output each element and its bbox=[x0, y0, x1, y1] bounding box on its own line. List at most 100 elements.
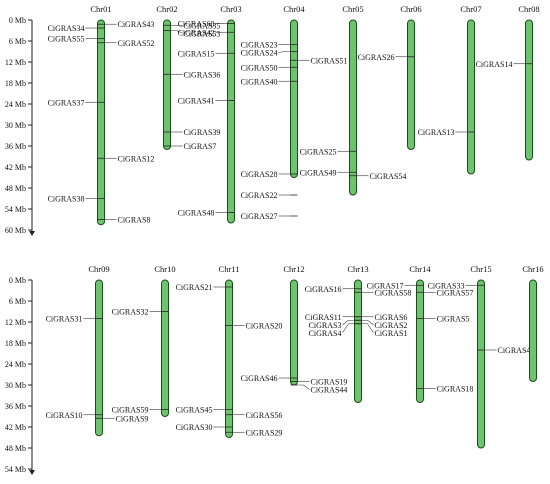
chromosome-name: Chr12 bbox=[283, 264, 304, 274]
axis-tick-label: 60 Mb bbox=[5, 226, 26, 235]
gene-label: CiGRAS26 bbox=[358, 53, 395, 62]
chromosome-bar bbox=[290, 279, 298, 386]
gene-label: CiGRAS39 bbox=[184, 128, 221, 137]
gene-label: CiGRAS8 bbox=[118, 216, 151, 225]
gene-label: CiGRAS40 bbox=[241, 77, 278, 86]
axis-tick-label: 42 Mb bbox=[5, 163, 26, 172]
axis-tick-label: 24 Mb bbox=[5, 100, 26, 109]
axis-tick-label: 54 Mb bbox=[5, 205, 26, 214]
chromosome-bar bbox=[354, 279, 362, 403]
gene-label: CiGRAS49 bbox=[300, 168, 337, 177]
axis-tick-label: 54 Mb bbox=[5, 465, 26, 474]
gene-label: CiGRAS52 bbox=[118, 39, 155, 48]
chromosome-bar bbox=[97, 19, 105, 226]
chromosome-name: Chr09 bbox=[88, 264, 109, 274]
gene-label: CiGRAS55 bbox=[48, 35, 85, 44]
chromosome-bar bbox=[416, 279, 424, 403]
gene-label: CiGRAS51 bbox=[311, 56, 348, 65]
gene-label: CiGRAS48 bbox=[178, 209, 215, 218]
chromosome-name: Chr03 bbox=[220, 4, 241, 14]
gene-label: CiGRAS58 bbox=[375, 288, 412, 297]
chromosome-name: Chr10 bbox=[154, 264, 175, 274]
gene-label: CiGRAS11 bbox=[305, 313, 342, 322]
gene-label: CiGRAS7 bbox=[184, 142, 217, 151]
gene-label: CiGRAS22 bbox=[241, 191, 278, 200]
axis-tick-label: 36 Mb bbox=[5, 142, 26, 151]
gene-label: CiGRAS50 bbox=[241, 63, 278, 72]
gene-label: CiGRAS23 bbox=[241, 41, 278, 50]
gene-label: CiGRAS30 bbox=[176, 423, 213, 432]
chromosome-bar bbox=[227, 19, 235, 224]
chromosome-name: Chr11 bbox=[219, 264, 240, 274]
chromosome-name: Chr07 bbox=[460, 4, 481, 14]
axis-tick-label: 6 Mb bbox=[9, 37, 26, 46]
axis-tick-label: 30 Mb bbox=[5, 121, 26, 130]
gene-label: CiGRAS16 bbox=[305, 285, 342, 294]
gene-label: CiGRAS9 bbox=[116, 414, 149, 423]
gene-label: CiGRAS45 bbox=[176, 406, 213, 415]
gene-label: CiGRAS1 bbox=[375, 329, 408, 338]
axis-tick-label: 24 Mb bbox=[5, 360, 26, 369]
gene-label: CiGRAS6 bbox=[375, 313, 408, 322]
gene-label: CiGRAS3 bbox=[309, 321, 342, 330]
gene-label: CiGRAS42 bbox=[178, 28, 215, 37]
axis-arrow bbox=[29, 231, 35, 236]
axis-tick-label: 12 Mb bbox=[5, 58, 26, 67]
gene-label: CiGRAS54 bbox=[370, 172, 407, 181]
gene-label: CiGRAS57 bbox=[437, 288, 474, 297]
gene-label: CiGRAS37 bbox=[48, 98, 85, 107]
chromosome-bar bbox=[95, 279, 103, 437]
gene-label: CiGRAS38 bbox=[48, 195, 85, 204]
gene-leader-line bbox=[297, 384, 310, 390]
gene-label: CiGRAS47 bbox=[498, 346, 535, 355]
gene-label: CiGRAS15 bbox=[178, 49, 215, 58]
panel-bottom: 0 Mb 6 Mb 12 Mb 18 Mb 24 Mb 30 Mb 36 Mb 42 Mb 48… bbox=[5, 264, 544, 475]
chromosome-name: Chr15 bbox=[470, 264, 491, 274]
chromosome-bar bbox=[477, 279, 485, 449]
chromosome-bar bbox=[467, 19, 475, 175]
panel-top: 0 Mb 6 Mb 12 Mb 18 Mb 24 Mb 30 Mb 36 Mb 42 Mb 48… bbox=[5, 4, 540, 236]
gene-label: CiGRAS25 bbox=[300, 147, 337, 156]
gene-label: CiGRAS35 bbox=[184, 21, 221, 30]
gene-label: CiGRAS2 bbox=[375, 321, 408, 330]
gene-label: CiGRAS5 bbox=[437, 315, 470, 324]
gene-label: CiGRAS19 bbox=[311, 378, 348, 387]
chromosome-name: Chr14 bbox=[409, 264, 431, 274]
axis-arrow bbox=[29, 470, 35, 475]
gene-label: CiGRAS31 bbox=[46, 315, 83, 324]
gene-leader-line bbox=[361, 319, 374, 325]
chromosome-bar bbox=[525, 19, 533, 161]
gene-leader-line bbox=[342, 323, 355, 333]
gene-label: CiGRAS53 bbox=[184, 29, 221, 38]
gene-label: CiGRAS17 bbox=[367, 281, 404, 290]
axis-tick-label: 12 Mb bbox=[5, 318, 26, 327]
chromosome-name: Chr01 bbox=[90, 4, 111, 14]
gene-label: CiGRAS28 bbox=[241, 170, 278, 179]
gene-label: CiGRAS18 bbox=[437, 385, 474, 394]
gene-leader-line bbox=[170, 30, 183, 34]
gene-label: CiGRAS14 bbox=[476, 60, 513, 69]
gene-label: CiGRAS32 bbox=[112, 308, 149, 317]
gene-label: CiGRAS29 bbox=[246, 428, 283, 437]
chromosome-name: Chr06 bbox=[400, 4, 421, 14]
gene-label: CiGRAS21 bbox=[176, 283, 213, 292]
axis-tick-label: 48 Mb bbox=[5, 184, 26, 193]
axis-tick-label: 18 Mb bbox=[5, 339, 26, 348]
axis-tick-label: 48 Mb bbox=[5, 444, 26, 453]
gene-label: CiGRAS20 bbox=[246, 322, 283, 331]
chromosome-bar bbox=[161, 279, 169, 417]
chromosome-name: Chr13 bbox=[347, 264, 368, 274]
gene-label: CiGRAS43 bbox=[118, 20, 155, 29]
chromosome-name: Chr16 bbox=[522, 264, 543, 274]
gene-label: CiGRAS12 bbox=[118, 154, 155, 163]
chromosome-bar bbox=[407, 19, 415, 150]
axis-tick-label: 30 Mb bbox=[5, 381, 26, 390]
gene-label: CiGRAS34 bbox=[48, 24, 85, 33]
axis-tick-label: 36 Mb bbox=[5, 402, 26, 411]
chromosome-bar bbox=[225, 279, 233, 438]
gene-label: CiGRAS27 bbox=[241, 212, 278, 221]
axis-tick-label: 0 Mb bbox=[9, 16, 26, 25]
gene-label: CiGRAS33 bbox=[428, 281, 465, 290]
gene-label: CiGRAS24 bbox=[241, 49, 278, 58]
gene-label: CiGRAS46 bbox=[241, 374, 278, 383]
